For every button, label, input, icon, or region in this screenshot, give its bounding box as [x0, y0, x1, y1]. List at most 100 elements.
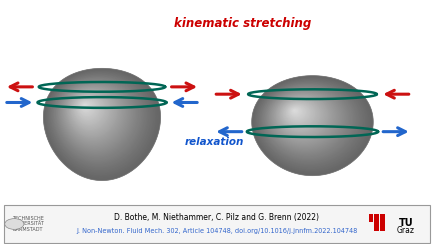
Polygon shape [292, 109, 298, 114]
Polygon shape [43, 68, 161, 181]
Polygon shape [47, 72, 153, 173]
Polygon shape [82, 102, 89, 110]
Polygon shape [63, 86, 124, 144]
Polygon shape [276, 96, 327, 138]
Polygon shape [78, 100, 96, 116]
Polygon shape [284, 102, 314, 127]
Polygon shape [268, 89, 343, 151]
Polygon shape [80, 101, 92, 112]
Polygon shape [284, 102, 312, 126]
Polygon shape [267, 88, 344, 152]
Polygon shape [255, 79, 367, 170]
Polygon shape [261, 83, 356, 162]
Polygon shape [56, 79, 138, 158]
Polygon shape [46, 71, 155, 175]
Polygon shape [82, 103, 88, 109]
Polygon shape [270, 90, 340, 149]
Bar [374, 214, 379, 222]
Polygon shape [263, 84, 353, 159]
Polygon shape [269, 90, 342, 150]
Polygon shape [263, 85, 352, 158]
Polygon shape [252, 76, 373, 176]
Polygon shape [76, 97, 101, 121]
Polygon shape [78, 99, 97, 118]
Polygon shape [64, 87, 122, 143]
Polygon shape [264, 86, 349, 156]
Polygon shape [293, 110, 296, 112]
Polygon shape [279, 98, 322, 133]
Polygon shape [258, 81, 362, 166]
Polygon shape [289, 106, 303, 118]
Polygon shape [266, 87, 347, 154]
Polygon shape [72, 93, 108, 129]
Polygon shape [276, 95, 329, 139]
Polygon shape [67, 90, 116, 136]
Polygon shape [66, 89, 118, 139]
Polygon shape [62, 85, 125, 145]
Polygon shape [65, 87, 121, 142]
Polygon shape [52, 76, 144, 164]
Polygon shape [51, 75, 147, 167]
Polygon shape [281, 99, 319, 131]
Polygon shape [57, 81, 135, 155]
Polygon shape [59, 82, 132, 152]
Polygon shape [253, 77, 371, 173]
Polygon shape [55, 79, 139, 159]
Polygon shape [52, 76, 145, 165]
Polygon shape [43, 68, 161, 181]
Polygon shape [262, 84, 355, 161]
Polygon shape [291, 108, 301, 116]
Polygon shape [285, 103, 311, 124]
Polygon shape [277, 96, 326, 136]
Text: D. Bothe, M. Niethammer, C. Pilz and G. Brenn (2022): D. Bothe, M. Niethammer, C. Pilz and G. … [115, 213, 319, 222]
Text: subcritical volume: subcritical volume [48, 221, 156, 231]
Polygon shape [72, 94, 107, 128]
Polygon shape [271, 91, 338, 146]
Text: TU: TU [398, 218, 413, 228]
Polygon shape [68, 90, 115, 135]
Bar [380, 217, 385, 231]
Polygon shape [291, 108, 299, 115]
Polygon shape [45, 70, 158, 178]
Polygon shape [67, 89, 118, 138]
Polygon shape [272, 92, 335, 144]
Polygon shape [270, 91, 339, 147]
Polygon shape [84, 104, 85, 106]
Polygon shape [83, 104, 87, 107]
Polygon shape [58, 81, 134, 154]
Polygon shape [47, 71, 154, 174]
Polygon shape [48, 73, 152, 172]
Polygon shape [44, 69, 159, 179]
Polygon shape [282, 101, 317, 129]
Polygon shape [272, 92, 336, 145]
Polygon shape [77, 98, 99, 119]
Polygon shape [71, 93, 110, 130]
Polygon shape [60, 83, 130, 150]
Polygon shape [70, 92, 111, 131]
Polygon shape [293, 109, 297, 112]
Polygon shape [79, 101, 93, 114]
Polygon shape [282, 100, 318, 130]
Polygon shape [62, 85, 126, 146]
Polygon shape [76, 98, 100, 120]
Polygon shape [254, 77, 369, 173]
Polygon shape [286, 103, 310, 123]
Polygon shape [287, 105, 307, 121]
Polygon shape [275, 95, 330, 140]
Text: J. Non-Newton. Fluid Mech. 302, Article 104748, doi.org/10.1016/j.jnnfm.2022.104: J. Non-Newton. Fluid Mech. 302, Article … [76, 228, 358, 234]
Polygon shape [60, 83, 129, 149]
Polygon shape [54, 78, 140, 160]
Polygon shape [81, 102, 91, 111]
Polygon shape [69, 91, 114, 134]
Polygon shape [260, 82, 359, 164]
Polygon shape [46, 70, 157, 177]
Polygon shape [259, 81, 360, 165]
Polygon shape [74, 96, 103, 124]
Polygon shape [79, 100, 95, 115]
Polygon shape [56, 80, 136, 157]
Text: Graz: Graz [397, 226, 415, 235]
Text: kinematic stretching: kinematic stretching [174, 17, 312, 30]
Text: supercritical volume: supercritical volume [252, 221, 373, 231]
Polygon shape [73, 95, 105, 125]
Polygon shape [253, 76, 372, 175]
